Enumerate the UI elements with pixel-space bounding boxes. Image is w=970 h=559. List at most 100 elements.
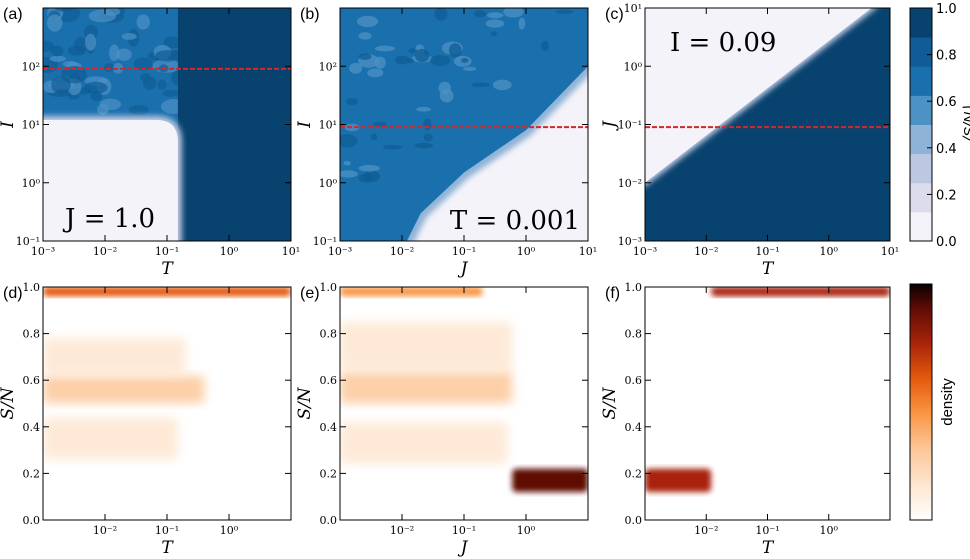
x-tick-label: 10⁻¹ — [155, 524, 179, 537]
density-blob-1 — [43, 375, 205, 404]
x-tick-label: 10¹ — [282, 245, 300, 258]
texture-speckle — [84, 33, 97, 51]
texture-speckle — [128, 105, 149, 116]
plot-area-a — [43, 8, 291, 241]
texture-speckle — [490, 31, 497, 37]
x-tick-label: 10⁻² — [694, 245, 718, 258]
y-tick-label: 1.0 — [625, 281, 643, 294]
texture-speckle — [74, 37, 87, 53]
plot-area-f — [645, 287, 890, 520]
y-axis-label: I — [0, 121, 18, 129]
region-mixed — [340, 8, 588, 241]
y-axis-label: J — [600, 120, 620, 131]
y-tick-label: 10⁰ — [22, 177, 41, 190]
panel-annotation: I = 0.09 — [670, 28, 776, 58]
colorbar-label: ⟨S/N⟩ — [961, 106, 970, 143]
texture-speckle — [90, 91, 103, 102]
x-tick-label: 10⁻¹ — [452, 245, 476, 258]
colorbar-segment — [910, 124, 932, 155]
region-ordered — [177, 8, 291, 241]
y-tick-label: 0.0 — [320, 514, 338, 527]
y-tick-label: 0.2 — [625, 467, 643, 480]
x-axis-label: T — [762, 259, 775, 279]
texture-speckle — [463, 66, 477, 71]
density-blob-1 — [711, 287, 890, 297]
y-tick-label: 0.0 — [625, 514, 643, 527]
x-tick-label: 10⁻³ — [633, 245, 657, 258]
texture-speckle — [473, 10, 486, 18]
texture-speckle — [358, 32, 372, 40]
texture-speckle — [340, 134, 358, 148]
panel-label: (e) — [300, 285, 320, 302]
panel-label: (f) — [605, 285, 620, 302]
y-tick-label: 0.4 — [625, 421, 643, 434]
texture-speckle — [555, 9, 574, 14]
colorbar-tick-label: 1.0 — [936, 2, 957, 17]
texture-speckle — [112, 62, 124, 74]
y-tick-label: 0.2 — [320, 467, 338, 480]
x-tick-label: 10⁰ — [517, 245, 536, 258]
texture-speckle — [343, 160, 351, 166]
density-blob-3 — [340, 422, 508, 465]
plot-area-c — [645, 8, 890, 241]
x-tick-label: 10⁰ — [220, 245, 239, 258]
texture-speckle — [358, 53, 372, 61]
texture-speckle — [438, 81, 451, 95]
y-tick-label: 1.0 — [320, 281, 338, 294]
y-tick-label: 10⁻¹ — [313, 235, 337, 248]
texture-speckle — [541, 40, 549, 51]
colorbar-segment — [910, 95, 932, 125]
y-tick-label: 10⁻¹ — [16, 235, 40, 248]
panel-label: (b) — [300, 6, 320, 23]
y-tick-label: 0.0 — [23, 514, 41, 527]
x-tick-label: 10⁰ — [220, 524, 239, 537]
x-tick-label: 10⁻³ — [328, 245, 352, 258]
region-disordered — [43, 119, 178, 241]
texture-speckle — [155, 50, 181, 62]
texture-speckle — [363, 170, 380, 183]
x-axis-label: T — [762, 538, 775, 558]
colorbar-tick-label: 0.4 — [936, 142, 957, 157]
x-axis-label: T — [161, 259, 174, 279]
texture-speckle — [430, 55, 451, 66]
colorbar-gradient — [909, 283, 933, 521]
texture-speckle — [340, 170, 358, 178]
x-tick-label: 10⁰ — [517, 524, 536, 537]
density-blob-2 — [703, 333, 719, 404]
texture-speckle — [68, 93, 80, 100]
texture-speckle — [345, 98, 358, 106]
panel-annotation: T = 0.001 — [450, 206, 580, 236]
texture-speckle — [492, 79, 512, 91]
colorbar-tick-label: 0.0 — [936, 235, 957, 250]
texture-speckle — [367, 68, 384, 78]
texture-speckle — [99, 98, 122, 111]
texture-speckle — [394, 55, 410, 65]
density-blob-2 — [340, 321, 513, 371]
texture-speckle — [157, 79, 167, 90]
y-tick-label: 10⁻³ — [618, 235, 642, 248]
x-tick-label: 10⁻² — [93, 524, 117, 537]
panel-e: 10⁻² 10⁻¹ 10⁰ 0.0 0.2 0.4 0.6 0.8 1.0 J S/N (e) — [295, 281, 589, 558]
texture-speckle — [49, 55, 66, 62]
panel-label: (c) — [605, 6, 624, 23]
texture-speckle — [136, 14, 150, 30]
x-tick-label: 10⁻² — [694, 524, 718, 537]
texture-speckle — [434, 8, 448, 21]
plot-area-b — [340, 8, 588, 241]
texture-speckle — [54, 8, 76, 12]
y-tick-label: 10¹ — [22, 119, 40, 132]
texture-speckle — [358, 164, 380, 172]
texture-speckle — [374, 45, 396, 52]
density-blob-1 — [340, 370, 513, 404]
x-axis-label: T — [161, 538, 174, 558]
x-tick-label: 10⁻¹ — [155, 245, 179, 258]
colorbar-segment — [910, 211, 932, 242]
texture-speckle — [448, 43, 462, 58]
x-axis-label: J — [458, 259, 469, 279]
x-tick-label: 10⁰ — [820, 245, 839, 258]
y-axis-label: S/N — [0, 386, 18, 419]
panel-b: 10⁻³ 10⁻² 10⁻¹ 10⁰ 10¹ 10⁻¹ 10⁰ 10¹ 10² J I (b) T = … — [295, 6, 597, 279]
panel-label: (a) — [3, 6, 23, 23]
y-tick-label: 0.8 — [23, 328, 41, 341]
y-tick-label: 10⁰ — [319, 177, 338, 190]
